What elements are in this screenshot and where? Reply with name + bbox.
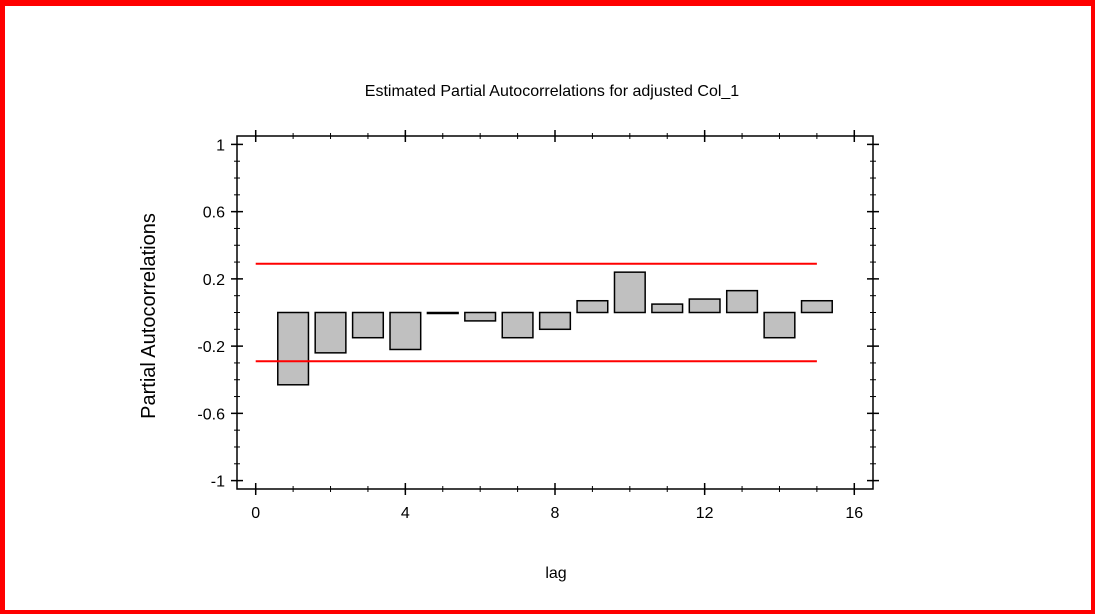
y-axis-label: Partial Autocorrelations: [138, 213, 160, 419]
y-tick-label: -0.2: [197, 339, 225, 356]
x-axis-label: lag: [545, 565, 566, 582]
x-tick-label: 8: [551, 505, 560, 522]
pacf-bar: [351, 311, 385, 339]
pacf-bar: [688, 298, 721, 314]
y-tick-label: -0.6: [197, 406, 225, 423]
pacf-bar: [389, 311, 422, 351]
pacf-bar: [538, 311, 572, 331]
x-tick-label: 0: [251, 505, 260, 522]
pacf-bar: [464, 311, 497, 322]
y-tick-label: -1: [211, 474, 225, 491]
pacf-bar: [501, 311, 534, 339]
pacf-bar: [277, 311, 310, 386]
y-tick-label: 0.2: [203, 272, 225, 289]
pacf-bar: [763, 311, 796, 339]
pacf-bar: [576, 299, 609, 314]
pacf-bar: [651, 303, 684, 314]
pacf-bar: [800, 299, 833, 314]
pacf-bar: [314, 311, 347, 354]
x-tick-label: 4: [401, 505, 410, 522]
x-tick-label: 12: [696, 505, 714, 522]
chart-marks: 1 0.6 0.2 -0.2 -0.6 -1 0 4 8 12 16: [197, 130, 879, 522]
pacf-bar: [426, 311, 459, 315]
x-tick-label: 16: [845, 505, 863, 522]
pacf-bar: [725, 289, 759, 314]
y-tick-label: 0.6: [203, 205, 225, 222]
chart-title: Estimated Partial Autocorrelations for a…: [365, 83, 740, 100]
y-tick-label: 1: [216, 137, 225, 154]
pacf-bar: [613, 271, 646, 314]
